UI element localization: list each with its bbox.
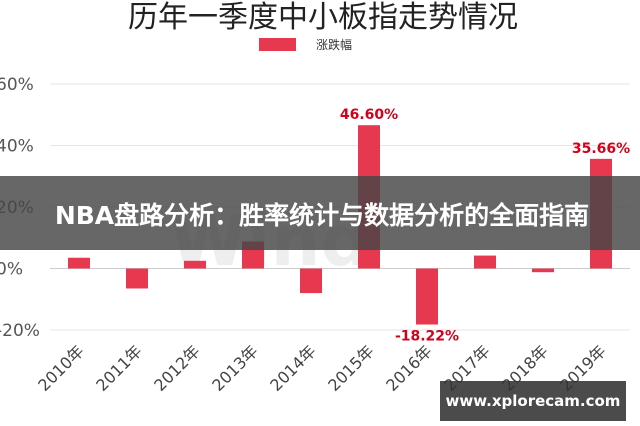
chart-title: 历年一季度中小板指走势情况 [128,0,518,35]
bar [474,255,496,269]
x-tick-label: 2010年 [34,341,88,395]
x-tick-label: 2014年 [266,341,320,395]
x-tick-label: 2016年 [382,341,436,395]
x-tick-label: 2013年 [208,341,262,395]
title-banner: NBA盘路分析：胜率统计与数据分析的全面指南 [0,176,640,250]
x-tick-label: 2015年 [324,341,378,395]
data-labels: 46.60% -18.22% 35.66% [340,107,630,344]
bar [416,268,438,325]
bar [532,268,554,273]
data-label: -18.22% [395,329,459,345]
x-tick-label: 2011年 [92,341,146,395]
bar [126,268,148,289]
y-tick-label: 0% [0,260,23,280]
banner-title: NBA盘路分析：胜率统计与数据分析的全面指南 [55,201,589,230]
chart-legend: 涨跌幅 [259,37,352,52]
footer-background [440,381,626,421]
y-tick-label: 60% [0,75,34,95]
y-tick-label: -20% [0,321,40,341]
banner-background [0,176,640,250]
bar [184,260,206,269]
data-label: 46.60% [340,107,398,123]
legend-label: 涨跌幅 [316,37,352,52]
bar [300,268,322,294]
y-tick-label: 40% [0,137,34,157]
bar [68,257,90,269]
data-label: 35.66% [572,141,630,157]
x-tick-label: 2012年 [150,341,204,395]
legend-swatch [259,38,296,51]
footer-url[interactable]: www.xplorecam.com [446,392,621,410]
site-footer-badge: www.xplorecam.com [440,381,626,421]
